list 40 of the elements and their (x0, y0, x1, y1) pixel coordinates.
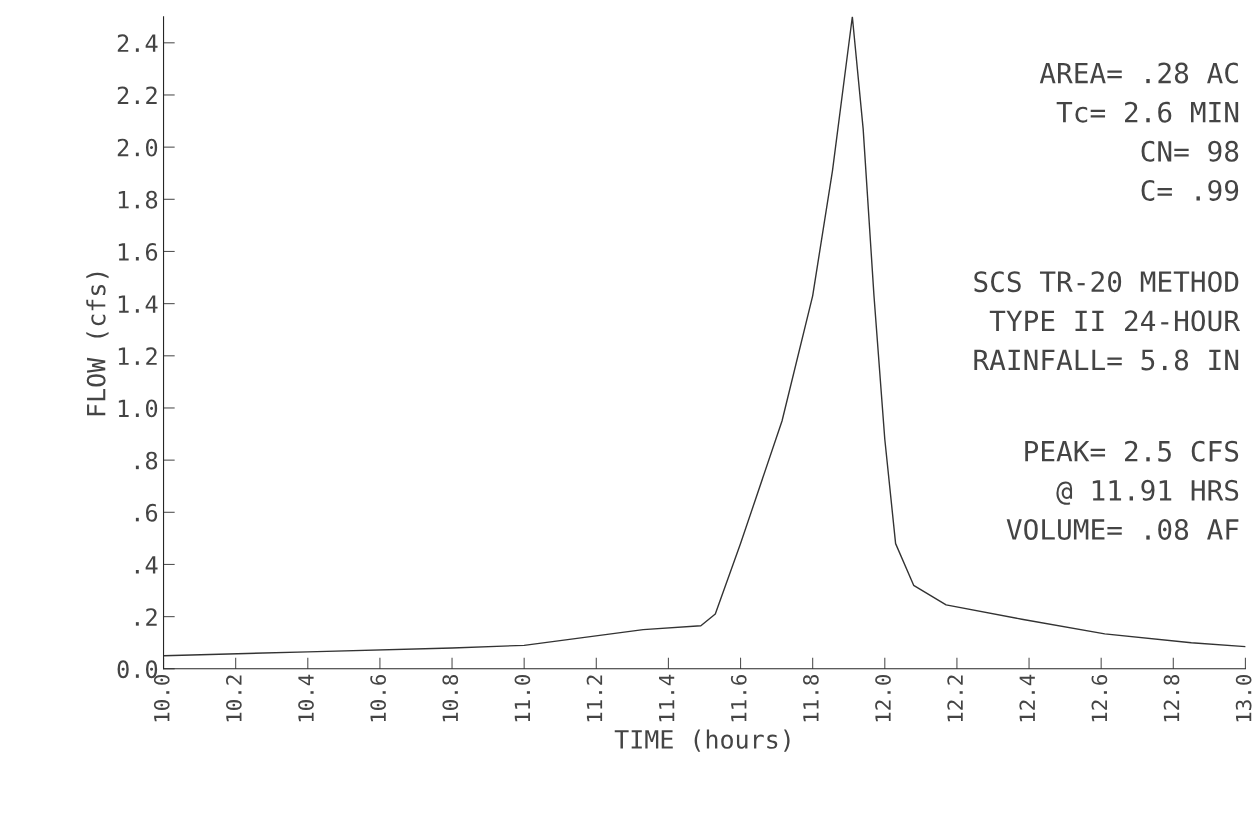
y-tick-label: .4 (135, 556, 158, 574)
y-tick-label: 2.2 (117, 86, 157, 104)
x-tick-label: 11.8 (803, 674, 819, 722)
y-tick-label: .2 (135, 608, 157, 626)
x-tick-label: 12.0 (875, 675, 891, 722)
x-tick-label: 11.6 (730, 675, 747, 722)
y-tick-label: 2.0 (117, 138, 158, 157)
y-tick-label: 1.8 (118, 190, 158, 209)
y-tick-label: 1.6 (118, 242, 158, 261)
annotation: C= .99 (1141, 179, 1239, 201)
x-tick-label: 12.6 (1091, 675, 1108, 722)
annotation: CN= 98 (1141, 140, 1239, 162)
annotation: AREA= .28 AC (1039, 62, 1238, 84)
x-tick-label: 10.4 (298, 674, 314, 722)
annotation: VOLUME= .08 AF (1006, 518, 1239, 540)
line-series (163, 16, 1246, 657)
annotation: TYPE II 24-HOUR (989, 310, 1241, 332)
y-tick-label: 2.4 (117, 34, 158, 52)
x-tick-label: 12.8 (1163, 674, 1180, 722)
annotation: @ 11.91 HRS (1056, 479, 1239, 505)
y-tick-label: 1.0 (118, 399, 158, 418)
x-tick-label: 10.8 (442, 674, 459, 722)
x-tick-label: 10.2 (226, 675, 242, 722)
x-axis-title: TIME (hours) (614, 729, 790, 752)
y-tick-label: .6 (135, 503, 158, 522)
x-tick-label: 10.6 (370, 675, 387, 722)
y-axis-title: FLOW (cfs) (86, 272, 109, 416)
annotation: PEAK= 2.5 CFS (1025, 440, 1239, 462)
y-tick-label: 1.2 (118, 347, 157, 365)
x-tick-label: 12.2 (947, 675, 963, 722)
x-tick-label: 11.2 (586, 675, 603, 722)
annotation: Tc= 2.6 MIN (1056, 101, 1239, 123)
y-tick-label: 1.4 (118, 295, 158, 313)
x-tick-label: 11.0 (514, 675, 531, 722)
annotation: RAINFALL= 5.8 IN (974, 349, 1239, 371)
annotation: SCS TR-20 METHOD (974, 271, 1239, 293)
x-tick-label: 13.0 (1235, 675, 1252, 722)
x-tick-label: 11.4 (659, 674, 675, 722)
y-tick-label: .8 (135, 451, 158, 470)
x-tick-label: 12.4 (1019, 674, 1035, 722)
